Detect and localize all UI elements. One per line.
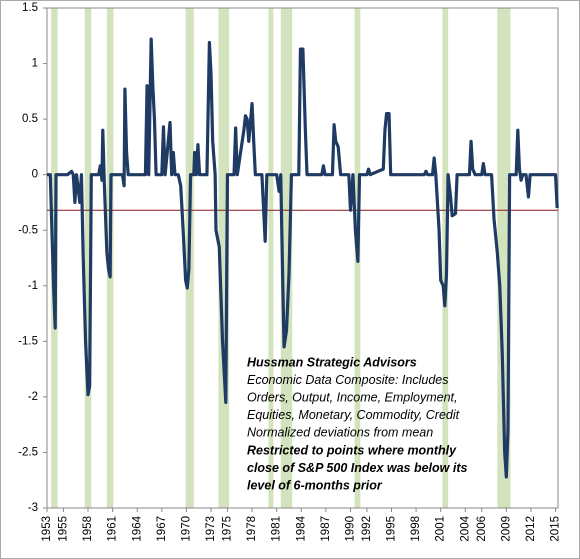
data-line (47, 37, 559, 479)
y-tick-label: -3 (28, 502, 38, 514)
annotation-line: Orders, Output, Income, Employment, (247, 390, 458, 404)
y-tick-label: -0.5 (18, 224, 38, 236)
x-tick-label: 2012 (525, 516, 537, 542)
x-tick-label: 1958 (82, 516, 94, 542)
annotation-note: close of S&P 500 Index was below its (247, 461, 467, 475)
x-tick-label: 1992 (361, 516, 373, 542)
plot-frame (46, 7, 559, 509)
x-tick-label: 1981 (271, 516, 283, 542)
x-tick-label: 1990 (345, 516, 357, 542)
x-tick-label: 2015 (550, 516, 562, 542)
recession-band (218, 8, 230, 508)
recession-band (268, 8, 274, 508)
x-tick-label: 1967 (156, 516, 168, 542)
x-tick-label: 1955 (57, 516, 69, 542)
x-tick-label: 1970 (180, 516, 192, 542)
y-tick-label: 0.5 (22, 113, 38, 125)
x-tick-label: 2004 (459, 515, 471, 541)
annotation-note: level of 6-months prior (247, 478, 383, 492)
x-tick-label: 2006 (476, 516, 488, 542)
x-tick-label: 1961 (107, 516, 119, 542)
y-tick-label: 0 (32, 169, 38, 181)
y-tick-label: -2.5 (18, 446, 38, 458)
y-tick-label: -1.5 (18, 335, 38, 347)
annotation-line: Normalized deviations from mean (247, 426, 433, 440)
x-tick-label: 1995 (386, 516, 398, 542)
annotation-note: Restricted to points where monthly (247, 443, 457, 457)
x-tick-label: 1998 (410, 516, 422, 542)
recession-band (280, 8, 293, 508)
x-tick-label: 1964 (131, 515, 143, 541)
annotation-line: Equities, Monetary, Commodity, Credit (247, 408, 460, 422)
y-tick-label: -1 (28, 280, 38, 292)
x-tick-label: 1953 (41, 516, 53, 542)
x-tick-label: 1978 (246, 516, 258, 542)
x-tick-label: 1973 (205, 516, 217, 542)
plot-layer: -3 -2.5 -2 -1.5 -1 -0.5 0 0.5 1 1.5 1953 1955 1958 19… (18, 2, 561, 542)
y-tick-label: 1 (32, 58, 38, 70)
y-tick-label: -2 (28, 391, 38, 403)
annotation-line: Economic Data Composite: Includes (247, 373, 448, 387)
annotation-title: Hussman Strategic Advisors (247, 355, 417, 369)
x-tick-label: 1987 (320, 516, 332, 542)
x-tick-label: 1984 (295, 515, 307, 541)
recession-band (84, 8, 92, 508)
x-tick-label: 2001 (435, 516, 447, 542)
y-tick-label: 1.5 (22, 2, 38, 14)
x-tick-label: 2009 (500, 516, 512, 542)
x-tick-label: 1975 (221, 516, 233, 542)
